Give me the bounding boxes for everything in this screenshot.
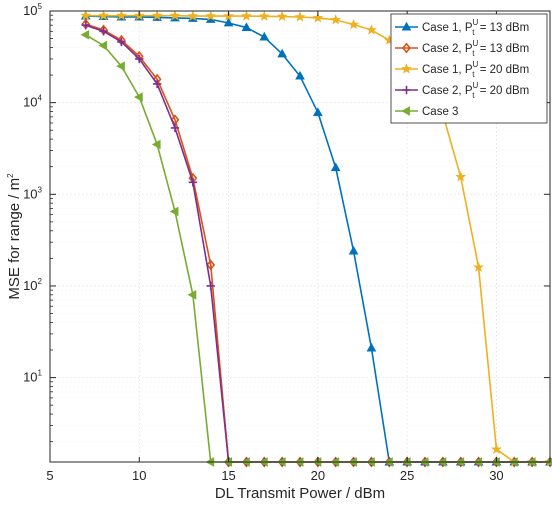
legend: Case 1, PU t = 13 dBm Case 2, PU t = 13 dBm…	[390, 13, 548, 124]
series-3-point	[187, 10, 199, 21]
legend-label: Case 2, PU t = 20 dBm	[422, 81, 529, 100]
series-3-point	[455, 171, 467, 182]
series-5-point	[116, 61, 125, 72]
series-3-point	[169, 9, 181, 21]
x-tick-label: 15	[221, 468, 235, 483]
series-5-point	[80, 29, 90, 40]
legend-marker	[402, 85, 411, 95]
series-3-point	[98, 9, 109, 21]
series-4-point	[99, 27, 108, 36]
series-3-point	[151, 9, 163, 21]
y-tick-label: 104	[23, 94, 42, 110]
series-4-point	[188, 178, 198, 187]
y-tick-label: 105	[23, 2, 42, 18]
legend-marker	[401, 106, 410, 116]
series-1-point	[259, 31, 270, 41]
legend-marker	[401, 21, 412, 31]
legend-label: Case 3	[422, 106, 458, 118]
series-4-point	[170, 123, 180, 133]
series-3-point	[258, 10, 270, 21]
y-axis-label: MSE for range / m2	[6, 173, 23, 300]
series-3-point	[80, 9, 92, 21]
series-3	[80, 9, 552, 467]
axes-ticks: 5 10 15 20 25 30 101 102 103 104 105	[23, 2, 550, 483]
series-3-point	[491, 443, 502, 454]
series-5-point	[98, 40, 108, 51]
series-3-point	[116, 9, 127, 21]
series-1-point	[241, 22, 252, 31]
series-4-point	[81, 20, 90, 30]
plot-frame	[49, 10, 551, 463]
legend-item: Case 3	[395, 106, 458, 118]
x-tick-label: 25	[400, 468, 414, 483]
legend-item: Case 2, PU t = 13 dBm	[395, 39, 529, 58]
series-1-point	[223, 17, 234, 27]
legend-item: Case 1, PU t = 13 dBm	[395, 18, 529, 37]
series-3-point	[276, 10, 288, 22]
series-1-point	[313, 107, 323, 116]
legend-label: Case 1, PU t = 13 dBm	[422, 18, 529, 37]
y-axis-label-text: MSE for range / m	[6, 178, 23, 300]
series-1-point	[277, 48, 287, 58]
series-3-point	[366, 24, 377, 35]
x-axis-label: DL Transmit Power / dBm	[215, 485, 385, 502]
series-3-point	[205, 10, 217, 21]
series-4-point	[206, 281, 215, 291]
series-1-point	[366, 342, 377, 352]
legend-item: Case 2, PU t = 20 dBm	[395, 81, 529, 100]
series-4-point	[152, 79, 162, 89]
series-2-point	[206, 259, 216, 271]
series-3-point	[312, 12, 324, 23]
series-4-point	[135, 54, 144, 64]
series-3-point	[348, 18, 359, 30]
x-tick-label: 5	[46, 468, 53, 483]
legend-label: Case 1, PU t = 20 dBm	[422, 60, 529, 79]
series-3-point	[294, 11, 306, 22]
y-tick-label: 101	[23, 369, 42, 385]
series-3-point	[330, 14, 342, 25]
legend-item: Case 1, PU t = 20 dBm	[395, 60, 529, 79]
x-tick-label: 20	[311, 468, 325, 483]
legend-marker	[401, 63, 412, 74]
series-5-point	[134, 92, 143, 102]
series-1-point	[295, 70, 305, 80]
series-1-point	[330, 162, 341, 172]
series-3-point	[241, 10, 252, 21]
series-1-point	[348, 245, 359, 255]
series-3-point	[473, 261, 484, 272]
x-tick-label: 10	[132, 468, 146, 483]
legend-label: Case 2, PU t = 13 dBm	[422, 39, 529, 58]
series-4-point	[117, 37, 126, 47]
series-5-point	[151, 139, 161, 150]
legend-marker	[402, 42, 411, 54]
y-tick-label: 103	[23, 185, 42, 201]
series-5-point	[169, 206, 179, 217]
y-tick-label: 102	[23, 277, 42, 293]
x-tick-label: 30	[489, 468, 503, 483]
series-5-point	[187, 289, 197, 300]
y-axis-label-superscript: 2	[6, 173, 15, 178]
